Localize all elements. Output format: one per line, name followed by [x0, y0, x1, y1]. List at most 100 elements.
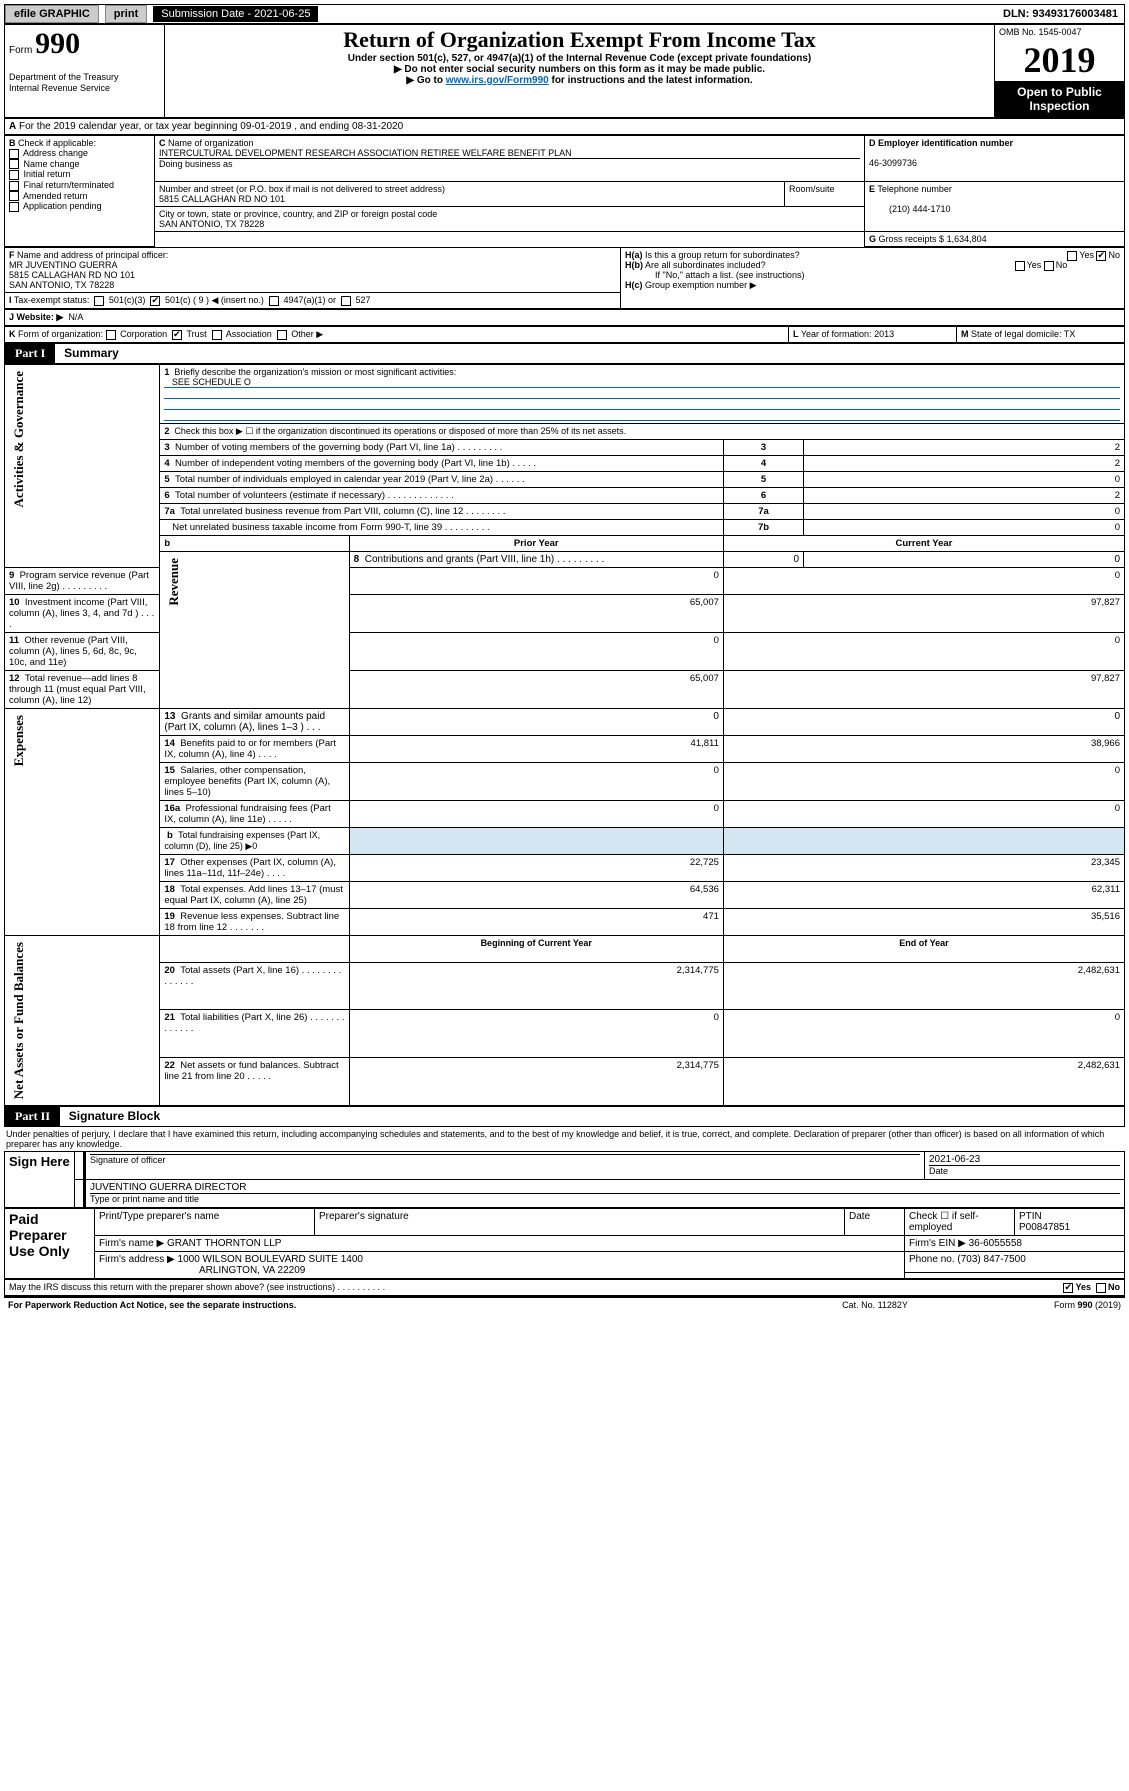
submission-date: Submission Date - 2021-06-25: [153, 6, 318, 22]
sig-date: 2021-06-23: [929, 1154, 980, 1165]
date-label: Date: [929, 1166, 948, 1176]
part2-title: Signature Block: [63, 1109, 160, 1123]
cb-address-change[interactable]: [9, 149, 19, 159]
room-suite: Room/suite: [785, 182, 865, 207]
b-label: Check if applicable:: [18, 138, 96, 148]
form-subtitle: Under section 501(c), 527, or 4947(a)(1)…: [169, 53, 990, 64]
cb-initial-return[interactable]: [9, 170, 19, 180]
firm-addr-label: Firm's address ▶: [99, 1254, 175, 1265]
cb-4947[interactable]: [269, 296, 279, 306]
ptin-value: P00847851: [1019, 1222, 1070, 1233]
ha-yes[interactable]: [1067, 251, 1077, 261]
org-name: INTERCULTURAL DEVELOPMENT RESEARCH ASSOC…: [159, 148, 572, 158]
phone-label: Phone no.: [909, 1254, 955, 1265]
dln-label: DLN: 93493176003481: [1003, 8, 1124, 20]
part1-label: Part I: [5, 344, 55, 363]
cb-assoc[interactable]: [212, 330, 222, 340]
year-formation: 2013: [874, 329, 894, 339]
officer-addr1: 5815 CALLAGHAN RD NO 101: [9, 270, 135, 280]
cb-corp[interactable]: [106, 330, 116, 340]
vlabel-expenses: Expenses: [9, 711, 29, 770]
hc-label: Group exemption number ▶: [645, 280, 756, 290]
officer-name: MR JUVENTINO GUERRA: [9, 260, 118, 270]
c-name-label: Name of organization: [168, 138, 254, 148]
l1-val: SEE SCHEDULE O: [172, 377, 251, 387]
irs-label: Internal Revenue Service: [9, 83, 110, 93]
instructions-link[interactable]: www.irs.gov/Form990: [446, 75, 549, 86]
k-label: Form of organization:: [18, 329, 103, 339]
g-label: Gross receipts $: [879, 234, 945, 244]
l-label: Year of formation:: [801, 329, 872, 339]
vlabel-revenue: Revenue: [164, 554, 184, 610]
cb-trust[interactable]: [172, 330, 182, 340]
form-title: Return of Organization Exempt From Incom…: [169, 27, 990, 53]
hb-yes[interactable]: [1015, 261, 1025, 271]
paid-preparer: Paid Preparer Use Only: [5, 1209, 95, 1279]
addr-label: Number and street (or P.O. box if mail i…: [159, 184, 445, 194]
f-label: Name and address of principal officer:: [17, 250, 168, 260]
part2-label: Part II: [5, 1107, 60, 1126]
cb-other[interactable]: [277, 330, 287, 340]
firm-ein: 36-6055558: [969, 1238, 1022, 1249]
street-address: 5815 CALLAGHAN RD NO 101: [159, 194, 285, 204]
i-label: Tax-exempt status:: [14, 295, 90, 305]
firm-name-label: Firm's name ▶: [99, 1238, 164, 1249]
form-note2-post: for instructions and the latest informat…: [549, 75, 753, 86]
l1-text: Briefly describe the organization's miss…: [174, 367, 456, 377]
cb-amended-return[interactable]: [9, 191, 19, 201]
paperwork-notice: For Paperwork Reduction Act Notice, see …: [8, 1300, 296, 1310]
hb-no[interactable]: [1044, 261, 1054, 271]
officer-addr2: SAN ANTONIO, TX 78228: [9, 280, 114, 290]
ptin-label: PTIN: [1019, 1211, 1042, 1222]
signature-block: Sign Here Signature of officer 2021-06-2…: [4, 1151, 1125, 1208]
ha-label: Is this a group return for subordinates?: [645, 250, 800, 260]
discuss-no[interactable]: [1096, 1283, 1106, 1293]
cb-527[interactable]: [341, 296, 351, 306]
d-label: Employer identification number: [878, 138, 1013, 148]
sig-officer-label: Signature of officer: [90, 1155, 165, 1165]
officer-printed: JUVENTINO GUERRA DIRECTOR: [90, 1182, 247, 1193]
prep-name-label: Print/Type preparer's name: [95, 1209, 315, 1236]
vlabel-netassets: Net Assets or Fund Balances: [9, 938, 29, 1103]
form-number: 990: [35, 27, 80, 60]
website-val: N/A: [68, 312, 83, 322]
cb-final-return[interactable]: [9, 181, 19, 191]
firm-addr: 1000 WILSON BOULEVARD SUITE 1400: [178, 1254, 363, 1265]
discuss-line: May the IRS discuss this return with the…: [5, 1280, 1125, 1296]
phone-value: (210) 444-1710: [869, 204, 951, 214]
efile-button[interactable]: efile GRAPHIC: [5, 5, 99, 23]
type-name-label: Type or print name and title: [90, 1194, 199, 1204]
firm-ein-label: Firm's EIN ▶: [909, 1238, 966, 1249]
dept-label: Department of the Treasury: [9, 72, 119, 82]
omb-label: OMB No. 1545-0047: [995, 25, 1124, 39]
ein-value: 46-3099736: [869, 158, 917, 168]
print-button[interactable]: print: [105, 5, 147, 23]
form-prefix: Form: [9, 45, 32, 56]
cb-name-change[interactable]: [9, 159, 19, 169]
prep-sig-label: Preparer's signature: [315, 1209, 845, 1236]
top-toolbar: efile GRAPHIC print Submission Date - 20…: [4, 4, 1125, 24]
cb-501c[interactable]: [150, 296, 160, 306]
j-label: Website: ▶: [17, 312, 64, 322]
firm-name: GRANT THORNTON LLP: [167, 1238, 281, 1249]
l2-text: Check this box ▶ ☐ if the organization d…: [174, 426, 626, 436]
declaration: Under penalties of perjury, I declare th…: [4, 1127, 1125, 1151]
firm-city: ARLINGTON, VA 22209: [99, 1265, 305, 1276]
line-a: A For the 2019 calendar year, or tax yea…: [5, 119, 1125, 135]
form-note2-pre: ▶ Go to: [406, 75, 445, 86]
prep-date-label: Date: [845, 1209, 905, 1236]
e-label: Telephone number: [877, 184, 952, 194]
ha-no[interactable]: [1096, 251, 1106, 261]
cb-501c3[interactable]: [94, 296, 104, 306]
hb-note: If "No," attach a list. (see instruction…: [625, 270, 804, 280]
gross-receipts: 1,634,804: [947, 234, 987, 244]
preparer-block: Paid Preparer Use Only Print/Type prepar…: [4, 1208, 1125, 1279]
self-employed: Check ☐ if self-employed: [905, 1209, 1015, 1236]
discuss-yes[interactable]: [1063, 1283, 1073, 1293]
vlabel-governance: Activities & Governance: [9, 367, 29, 511]
cb-application-pending[interactable]: [9, 202, 19, 212]
part1-table: Activities & Governance 1 Briefly descri…: [4, 364, 1125, 1106]
dba-label: Doing business as: [159, 159, 233, 169]
hb-label: Are all subordinates included?: [645, 260, 766, 270]
form-footer: Form 990 (2019): [975, 1297, 1125, 1312]
